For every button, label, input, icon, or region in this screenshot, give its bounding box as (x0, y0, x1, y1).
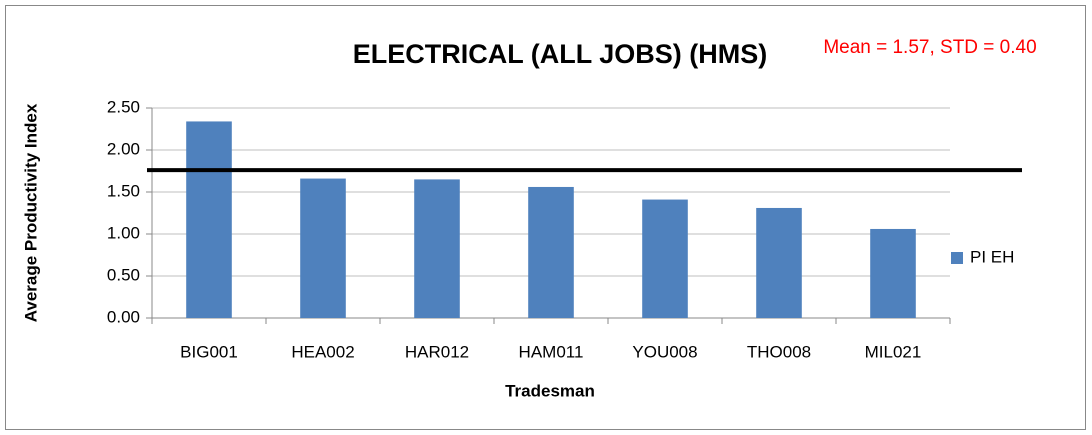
x-tick-label: THO008 (747, 342, 811, 361)
y-tick-label: 2.00 (107, 139, 140, 158)
bar (186, 121, 232, 318)
y-tick-label: 1.50 (107, 181, 140, 200)
bar (756, 207, 802, 318)
y-axis-title: Average Productivity Index (21, 103, 40, 322)
bar (300, 178, 346, 318)
annotation: Mean = 1.57, STD = 0.40 (823, 37, 1036, 58)
x-tick-label: HEA002 (291, 342, 354, 361)
legend-swatch (951, 252, 963, 264)
x-axis-title: Tradesman (505, 381, 595, 400)
x-tick-label: YOU008 (632, 342, 697, 361)
y-tick-label: 1.00 (107, 223, 140, 242)
chart-title: ELECTRICAL (ALL JOBS) (HMS) (353, 39, 768, 69)
y-tick-label: 0.50 (107, 265, 140, 284)
bar (528, 186, 574, 318)
bar (414, 179, 460, 318)
y-tick-label: 0.00 (107, 307, 140, 326)
bar (870, 228, 916, 318)
x-tick-label: MIL021 (865, 342, 922, 361)
bar (642, 199, 688, 318)
x-tick-label: BIG001 (180, 342, 238, 361)
x-tick-label: HAR012 (405, 342, 469, 361)
legend-label: PI EH (970, 247, 1014, 266)
y-tick-label: 2.50 (107, 97, 140, 116)
x-tick-label: HAM011 (519, 342, 584, 361)
